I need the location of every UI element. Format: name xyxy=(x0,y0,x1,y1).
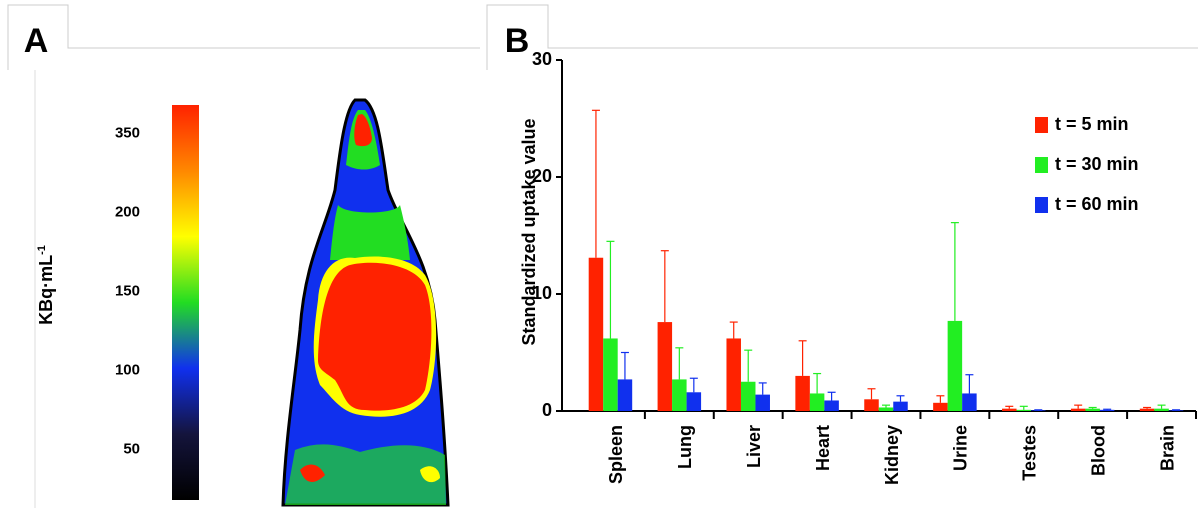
y-tick-label: 20 xyxy=(532,166,552,186)
panel-label: A xyxy=(24,22,49,60)
bar xyxy=(726,338,741,411)
bar xyxy=(824,400,839,411)
figure: A B KBq·mL-1 Standardized uptake value 3… xyxy=(0,0,1198,508)
bar xyxy=(795,376,810,411)
bar xyxy=(741,382,756,411)
x-tick-label: Kidney xyxy=(882,425,902,485)
x-tick-label: Testes xyxy=(1020,425,1040,481)
panel-label: B xyxy=(505,22,530,60)
y-axis-title: Standardized uptake value xyxy=(519,118,539,345)
pet-image xyxy=(283,100,448,505)
colorbar-tick-label: 200 xyxy=(115,204,140,221)
colorbar-tick-label: 350 xyxy=(115,125,140,142)
panel-frame xyxy=(487,5,1198,70)
bar xyxy=(1154,409,1169,411)
colorbar-tick-label: 150 xyxy=(115,283,140,300)
x-tick-label: Spleen xyxy=(606,425,626,484)
bar xyxy=(933,403,948,411)
colorbar-unit-exponent: -1 xyxy=(36,245,48,255)
x-tick-label: Urine xyxy=(951,425,971,471)
colorbar-unit: KBq·mL xyxy=(36,255,56,325)
bar xyxy=(589,258,604,411)
bar xyxy=(1100,410,1115,411)
x-tick-label: Blood xyxy=(1088,425,1108,476)
bar xyxy=(672,379,687,411)
colorbar-tick-label: 50 xyxy=(123,441,140,458)
bar xyxy=(618,379,633,411)
colorbar-tick-label: 100 xyxy=(115,362,140,379)
x-tick-label: Brain xyxy=(1157,425,1177,471)
legend-label: t = 60 min xyxy=(1055,194,1139,214)
y-tick-label: 10 xyxy=(532,283,552,303)
bar xyxy=(962,393,977,411)
bar xyxy=(658,322,673,411)
bar xyxy=(1002,409,1017,411)
x-tick-label: Liver xyxy=(744,425,764,468)
legend-swatch xyxy=(1035,117,1048,133)
bar xyxy=(1071,409,1086,411)
bar xyxy=(1140,409,1155,411)
colorbar-title: KBq·mL-1 xyxy=(36,245,56,325)
bar xyxy=(687,392,702,411)
x-tick-label: Heart xyxy=(813,425,833,471)
legend-label: t = 30 min xyxy=(1055,154,1139,174)
bar xyxy=(1085,409,1100,411)
legend-label: t = 5 min xyxy=(1055,114,1129,134)
legend-swatch xyxy=(1035,157,1048,173)
bar xyxy=(1017,410,1032,411)
panel-frame xyxy=(8,5,480,70)
colorbar xyxy=(172,105,199,500)
x-tick-label: Lung xyxy=(675,425,695,469)
y-tick-label: 30 xyxy=(532,49,552,69)
bar xyxy=(1031,410,1046,411)
bar xyxy=(948,321,963,411)
legend-swatch xyxy=(1035,197,1048,213)
bar xyxy=(755,395,770,411)
bar xyxy=(893,402,908,411)
bar xyxy=(1169,410,1184,411)
bar xyxy=(603,338,618,411)
bar xyxy=(810,393,825,411)
bar xyxy=(864,399,879,411)
y-tick-label: 0 xyxy=(542,400,552,420)
bar xyxy=(879,407,894,411)
